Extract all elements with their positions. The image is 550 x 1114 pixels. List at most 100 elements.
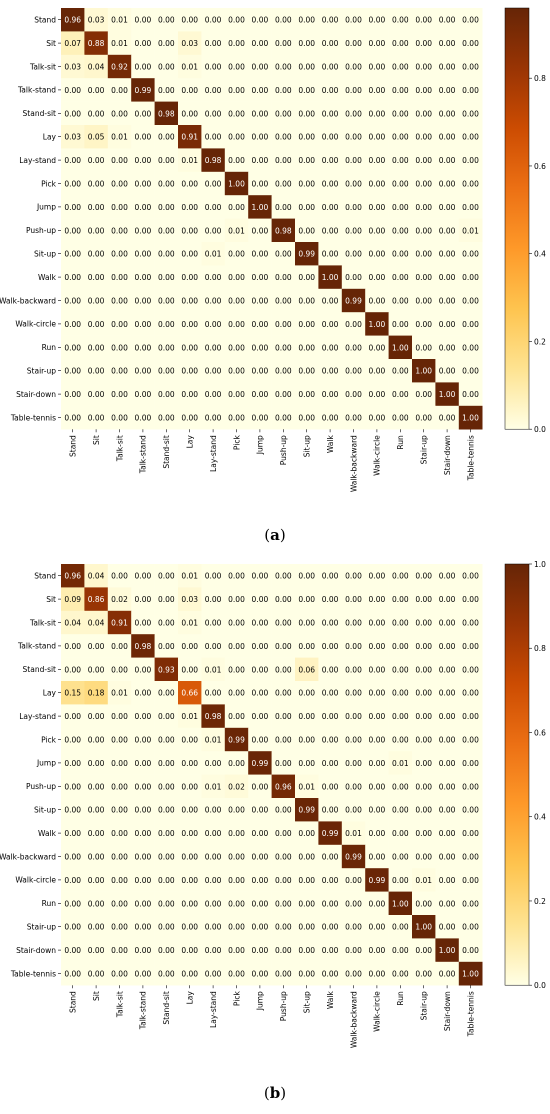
cell-value-label: 0.01: [181, 572, 198, 581]
heatmap-cell: [365, 774, 389, 799]
heatmap-cell: [365, 195, 389, 219]
heatmap-cell: [61, 195, 85, 219]
cell-value-label: 0.00: [322, 133, 339, 142]
heatmap-cell: [365, 31, 389, 56]
cell-value-label: 0.00: [439, 226, 456, 235]
heatmap-cell: [412, 312, 436, 336]
cell-value-label: 0.00: [345, 63, 362, 72]
cell-value-label: 0.00: [345, 367, 362, 376]
cell-value-label: 0.00: [392, 39, 409, 48]
cell-value-label: 0.00: [298, 414, 315, 423]
heatmap-cells: 0.96 0.03 0.01 0.00 0.00 0.00 0.00 0.00 0.00 0.00…: [61, 8, 483, 430]
x-tick-label: Stand: [69, 435, 78, 457]
heatmap-cell: [412, 148, 436, 173]
heatmap-cell: [458, 8, 483, 32]
heatmap-cell: [201, 382, 226, 407]
cell-value-label: 0.00: [275, 923, 292, 932]
cell-value-label: 0.00: [298, 712, 315, 721]
cell-value-label: 0.91: [111, 619, 128, 628]
cell-value-label: 0.05: [88, 133, 105, 142]
heatmap-cell: [107, 78, 132, 102]
cell-value-label: 0.00: [369, 414, 386, 423]
heatmap-cell: [388, 657, 413, 682]
caption-b-label: b: [269, 1084, 281, 1102]
heatmap-cell: [271, 101, 296, 126]
cell-value-label: 0.00: [111, 180, 128, 189]
heatmap-cell: [224, 634, 249, 658]
heatmap-cell: [107, 265, 132, 290]
x-tick-label: Sit-up: [303, 991, 312, 1013]
cell-value-label: 0.00: [275, 595, 292, 604]
cell-value-label: 0.00: [64, 736, 81, 745]
cell-value-label: 0.00: [135, 572, 152, 581]
heatmap-cell: [248, 101, 272, 126]
heatmap-cell: [154, 634, 179, 658]
heatmap-cell: [107, 774, 132, 799]
heatmap-cell: [178, 335, 202, 360]
y-tick-label: Pick: [41, 179, 57, 188]
heatmap-cell: [107, 610, 132, 635]
cell-value-label: 0.00: [181, 86, 198, 95]
cell-value-label: 0.01: [205, 782, 222, 791]
cell-value-label: 0.00: [252, 39, 269, 48]
heatmap-cell: [224, 8, 249, 32]
heatmap-cell: [84, 844, 109, 869]
cell-value-label: 0.01: [181, 619, 198, 628]
cell-value-label: 0.00: [88, 320, 105, 329]
heatmap-cell: [435, 54, 460, 79]
cell-value-label: 0.00: [158, 203, 175, 212]
cell-value-label: 0.00: [392, 133, 409, 142]
heatmap-cell: [458, 564, 483, 588]
cell-value-label: 0.01: [392, 759, 409, 768]
cell-value-label: 0.00: [228, 297, 245, 306]
heatmap-cell: [365, 891, 389, 916]
cell-value-label: 0.00: [462, 806, 479, 815]
heatmap-cell: [271, 938, 296, 963]
heatmap-cell: [248, 727, 272, 752]
cell-value-label: 0.00: [345, 156, 362, 165]
heatmap-cell: [435, 101, 460, 126]
cell-value-label: 0.00: [252, 273, 269, 282]
cell-value-label: 0.00: [205, 970, 222, 979]
heatmap-cell: [458, 242, 483, 266]
cell-value-label: 0.00: [64, 250, 81, 259]
heatmap-cell: [201, 101, 226, 126]
heatmap-cell: [412, 657, 436, 682]
heatmap-cell: [412, 195, 436, 219]
cell-value-label: 0.00: [345, 970, 362, 979]
cell-value-label: 0.00: [415, 414, 432, 423]
heatmap-cell: [271, 915, 296, 939]
cell-value-label: 0.00: [439, 782, 456, 791]
heatmap-cell: [341, 727, 366, 752]
cell-value-label: 0.86: [88, 595, 105, 604]
cell-value-label: 0.00: [369, 16, 386, 25]
cell-value-label: 0.00: [135, 367, 152, 376]
cell-value-label: 0.00: [252, 619, 269, 628]
cell-value-label: 0.00: [111, 86, 128, 95]
heatmap-cell: [365, 798, 389, 822]
heatmap-cell: [178, 751, 202, 775]
heatmap-cell: [271, 31, 296, 56]
cell-value-label: 0.00: [135, 970, 152, 979]
cell-value-label: 0.00: [439, 736, 456, 745]
cell-value-label: 1.00: [415, 923, 432, 932]
cell-value-label: 0.00: [298, 736, 315, 745]
cell-value-label: 0.00: [158, 712, 175, 721]
cell-value-label: 0.00: [111, 156, 128, 165]
cell-value-label: 0.00: [462, 39, 479, 48]
cell-value-label: 0.00: [88, 203, 105, 212]
heatmap-cell: [178, 8, 202, 32]
heatmap-cell: [458, 727, 483, 752]
y-tick-label: Run: [42, 899, 57, 908]
heatmap-cell: [271, 844, 296, 869]
heatmap-cell: [412, 634, 436, 658]
heatmap-cell: [107, 148, 132, 173]
cell-value-label: 0.00: [252, 923, 269, 932]
cell-value-label: 0.00: [392, 16, 409, 25]
heatmap-cell: [201, 8, 226, 32]
heatmap-cell: [201, 171, 226, 196]
heatmap-cell: [435, 868, 460, 892]
heatmap-cell: [365, 335, 389, 360]
cell-value-label: 0.00: [111, 109, 128, 118]
heatmap-cell: [412, 242, 436, 266]
